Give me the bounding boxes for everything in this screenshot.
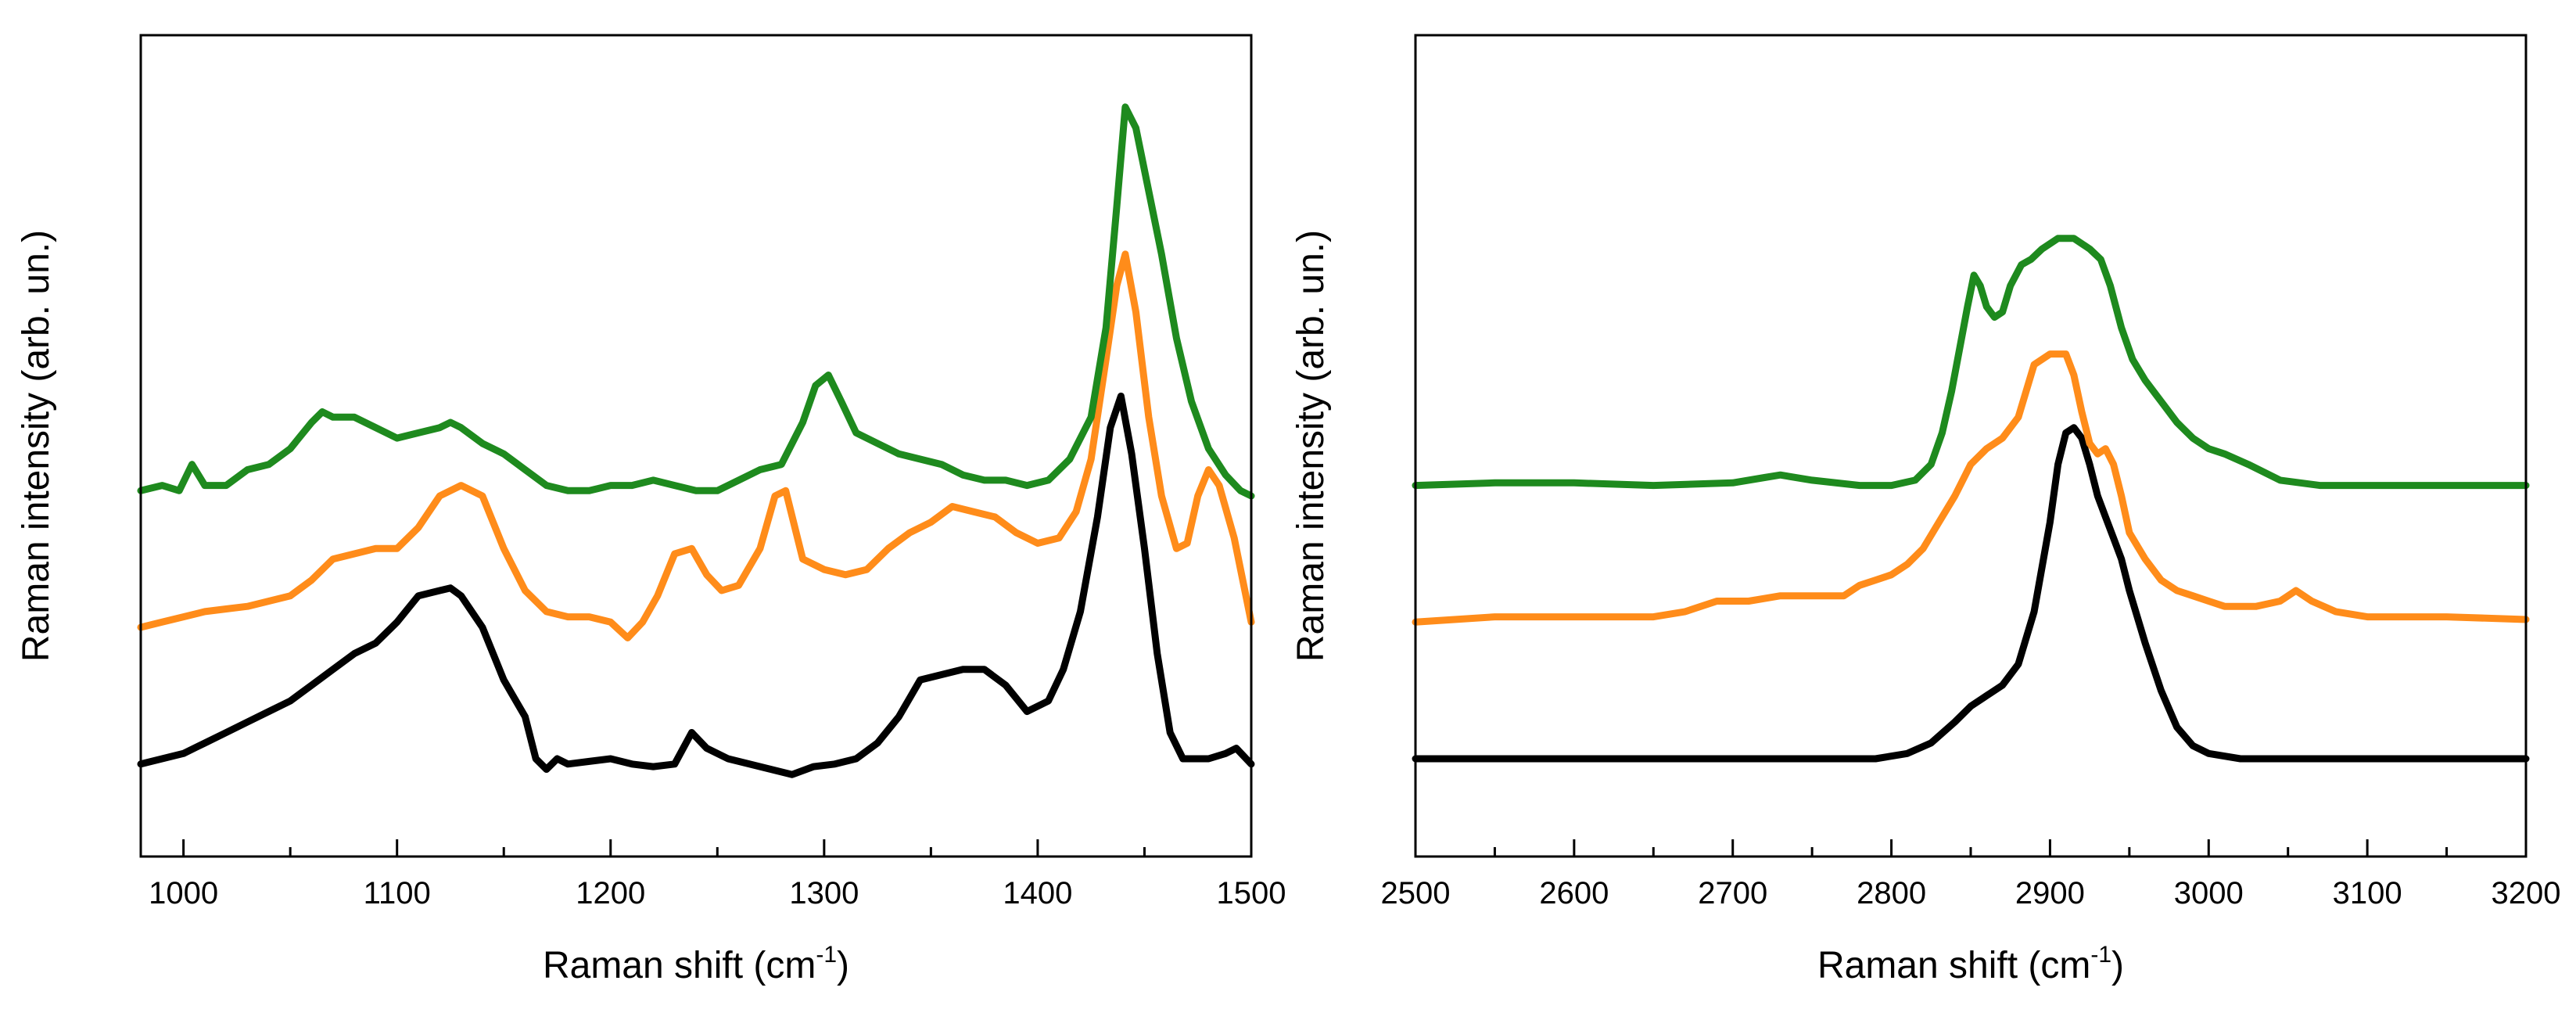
series-line-orange [1412,350,2530,626]
x-tick-label: 2800 [1857,876,1926,910]
x-axis-title-sup: -1 [816,942,837,968]
right-panel: 2500 2600 2700 2800 2900 3000 3100 3200 Raman sh… [1290,34,2561,986]
x-axis-title-close: ) [2111,945,2124,986]
x-tick-label: 1400 [1003,876,1072,910]
x-tick-label: 2900 [2015,876,2085,910]
series-line-black [1412,424,2530,763]
y-axis-title: Raman intensity (arb. un.) [16,230,57,662]
x-tick-label: 1200 [576,876,645,910]
series-line-green [137,103,1255,500]
x-tick-label: 1000 [149,876,218,910]
x-tick-label: 2600 [1539,876,1609,910]
x-tick-label: 1500 [1217,876,1286,910]
x-axis-title: Raman shift (cm-1) [543,942,849,986]
series-line-green [1412,235,2530,490]
x-tick-label: 1100 [364,876,431,910]
series-line-black [137,392,1255,778]
x-tick-label: 3000 [2174,876,2244,910]
x-axis-title-sup: -1 [2090,942,2111,968]
x-axis-title-main: Raman shift (cm [543,945,816,986]
y-axis-title: Raman intensity (arb. un.) [1290,230,1332,662]
series-line-orange [137,250,1255,641]
x-tick-label: 1300 [789,876,859,910]
x-axis-title-main: Raman shift (cm [1817,945,2090,986]
x-axis-title: Raman shift (cm-1) [1817,942,2124,986]
plot-frame [1414,34,2528,858]
x-tick-label: 2500 [1381,876,1451,910]
x-tick-label: 2700 [1698,876,1767,910]
plot-frame [139,34,1253,858]
x-tick-label: 3200 [2492,876,2561,910]
x-axis-title-close: ) [837,945,849,986]
x-tick-label: 3100 [2333,876,2402,910]
left-panel: 1000 1100 1200 1300 1400 1500 Raman shift (cm-… [16,34,1286,986]
